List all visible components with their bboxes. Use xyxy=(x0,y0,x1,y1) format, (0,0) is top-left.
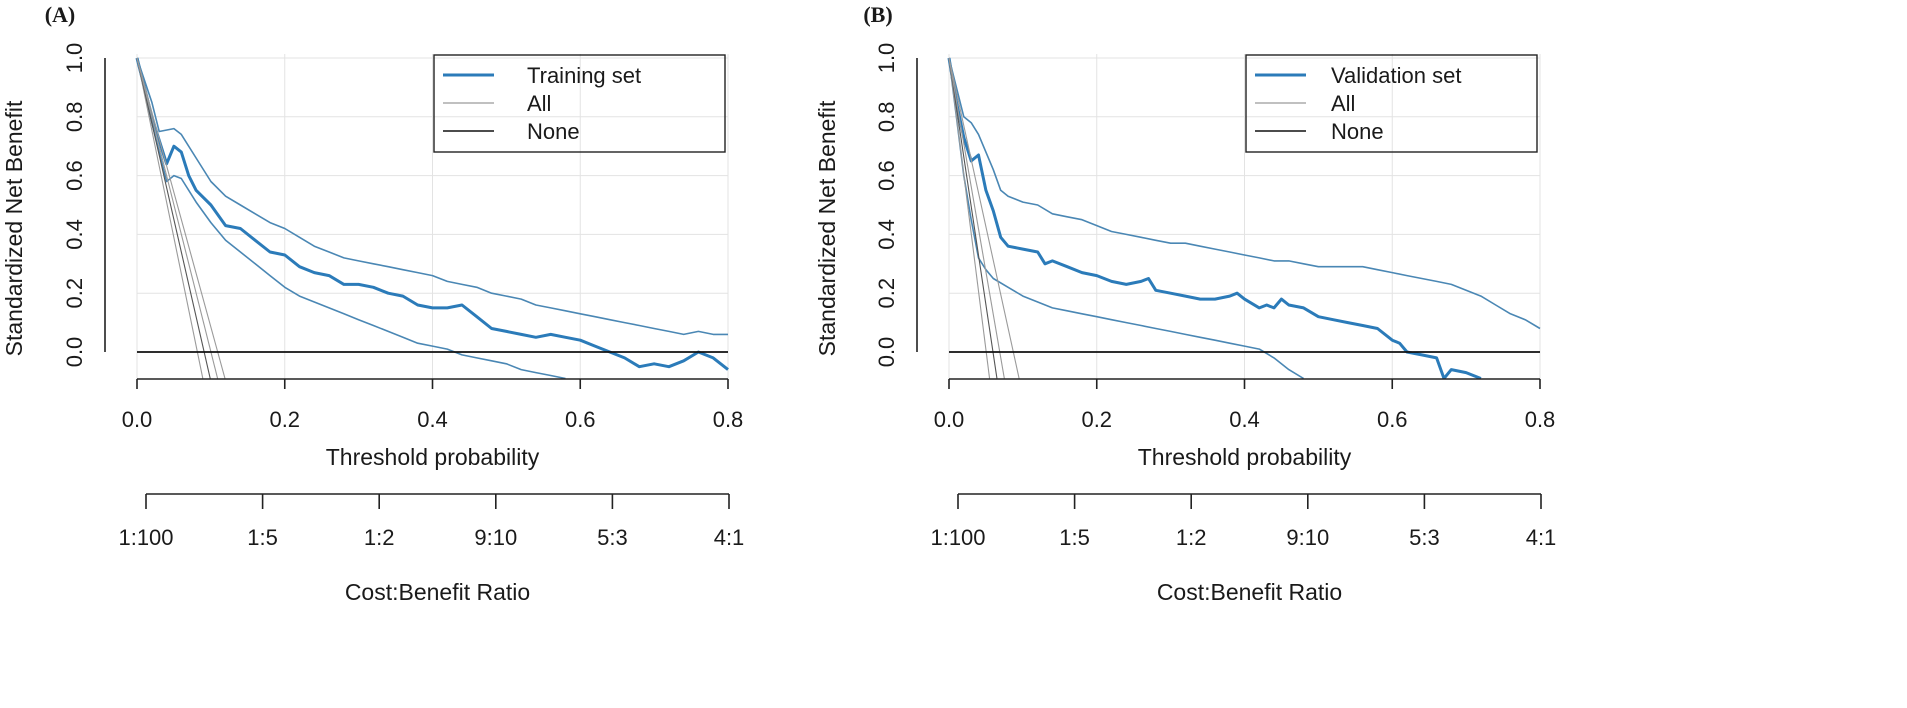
all-strategy-line xyxy=(136,57,211,379)
x-tick-label: 0.4 xyxy=(417,407,448,432)
all-strategy-line xyxy=(948,57,1020,379)
panel-label: (A) xyxy=(45,2,76,27)
all-strategy-line xyxy=(948,57,998,379)
x-axis-title: Threshold probability xyxy=(326,444,540,470)
model-net-benefit-line xyxy=(947,57,1482,379)
panel-label: (B) xyxy=(863,2,892,27)
y-tick-label: 0.2 xyxy=(874,278,899,309)
x-tick-label: 0.0 xyxy=(934,407,965,432)
cost-benefit-tick-label: 9:10 xyxy=(474,525,517,550)
all-strategy-line xyxy=(948,57,1005,379)
legend-label: All xyxy=(527,91,551,116)
y-tick-label: 0.8 xyxy=(874,102,899,133)
confidence-interval-line xyxy=(136,57,728,336)
all-strategy-line xyxy=(136,57,204,379)
y-tick-label: 1.0 xyxy=(62,43,87,74)
y-tick-label: 0.6 xyxy=(62,160,87,191)
legend-box xyxy=(433,54,726,153)
series-group xyxy=(135,57,729,379)
legend-label: Validation set xyxy=(1331,63,1461,88)
panel-b: (B) 0.0 0.2 0.4 0.6 0.8 0.0 0.2 0.4 0.6 0.8 1.0 Thre… xyxy=(814,2,1556,605)
legend-label: None xyxy=(1331,119,1384,144)
cost-benefit-tick-label: 1:100 xyxy=(118,525,173,550)
x-tick-label: 0.0 xyxy=(122,407,153,432)
y-tick-label: 0.0 xyxy=(874,337,899,368)
cost-benefit-tick-label: 4:1 xyxy=(714,525,745,550)
y-tick-label: 0.4 xyxy=(874,219,899,250)
x-tick-label: 0.8 xyxy=(1525,407,1556,432)
all-strategy-line xyxy=(136,57,219,379)
cost-benefit-axis-title: Cost:Benefit Ratio xyxy=(345,579,530,605)
x-tick-label: 0.6 xyxy=(565,407,596,432)
confidence-interval-line xyxy=(136,57,566,379)
y-tick-label: 0.2 xyxy=(62,278,87,309)
y-tick-label: 1.0 xyxy=(874,43,899,74)
panel-a: (A) 0.0 0.2 0.4 0.6 0.8 0.0 0.2 0.4 0.6 0.8 1.0 Thre… xyxy=(1,2,744,605)
legend-label: None xyxy=(527,119,580,144)
x-tick-label: 0.8 xyxy=(713,407,744,432)
series-group xyxy=(947,57,1541,379)
x-tick-label: 0.4 xyxy=(1229,407,1260,432)
x-tick-label: 0.2 xyxy=(269,407,300,432)
all-strategy-line xyxy=(948,57,991,379)
cost-benefit-tick-label: 1:5 xyxy=(1059,525,1090,550)
legend: Training set All None xyxy=(433,54,726,153)
y-axis-title: Standardized Net Benefit xyxy=(1,100,27,356)
x-tick-label: 0.6 xyxy=(1377,407,1408,432)
y-axis-title: Standardized Net Benefit xyxy=(814,100,840,356)
cost-benefit-tick-label: 5:3 xyxy=(597,525,628,550)
y-tick-label: 0.4 xyxy=(62,219,87,250)
cost-benefit-tick-label: 1:5 xyxy=(247,525,278,550)
cost-benefit-tick-label: 9:10 xyxy=(1286,525,1329,550)
y-tick-label: 0.6 xyxy=(874,160,899,191)
all-strategy-line xyxy=(136,57,226,379)
model-net-benefit-line xyxy=(135,57,729,371)
cost-benefit-tick-label: 4:1 xyxy=(1526,525,1557,550)
cost-benefit-tick-label: 1:2 xyxy=(1176,525,1207,550)
confidence-interval-line xyxy=(948,57,1305,379)
x-tick-label: 0.2 xyxy=(1081,407,1112,432)
cost-benefit-tick-label: 1:100 xyxy=(930,525,985,550)
cost-benefit-tick-label: 5:3 xyxy=(1409,525,1440,550)
x-axis-title: Threshold probability xyxy=(1138,444,1352,470)
legend-box xyxy=(1245,54,1538,153)
legend-label: Training set xyxy=(527,63,641,88)
y-tick-label: 0.8 xyxy=(62,102,87,133)
cost-benefit-tick-label: 1:2 xyxy=(364,525,395,550)
legend-label: All xyxy=(1331,91,1355,116)
y-tick-label: 0.0 xyxy=(62,337,87,368)
confidence-interval-line xyxy=(948,57,1541,330)
legend: Validation set All None xyxy=(1245,54,1538,153)
cost-benefit-axis-title: Cost:Benefit Ratio xyxy=(1157,579,1342,605)
